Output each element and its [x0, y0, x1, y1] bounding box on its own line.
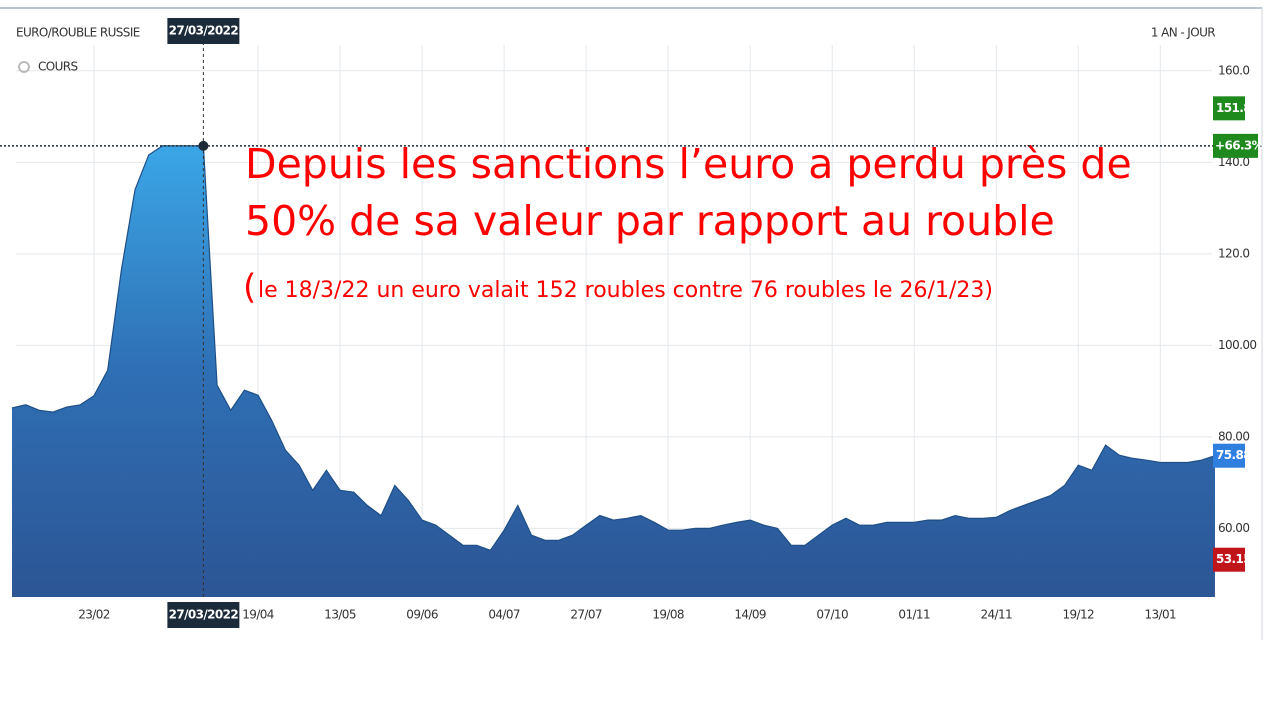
legend-icon	[18, 61, 30, 73]
chart-title: EURO/ROUBLE RUSSIE	[16, 26, 140, 40]
x-tick-label: 19/08	[652, 608, 684, 622]
x-tick-label: 07/10	[816, 608, 848, 622]
annotation-line: 50% de sa valeur par rapport au rouble	[245, 197, 1055, 245]
y-tick-label: 100.00	[1218, 338, 1256, 352]
x-tick-label: 19/12	[1062, 608, 1094, 622]
value-badge-label: 53.15	[1216, 552, 1251, 566]
y-tick-label: 120.0	[1218, 246, 1249, 260]
x-tick-label: 23/02	[78, 608, 110, 622]
value-badge	[1213, 547, 1245, 572]
crosshair-x-box	[167, 602, 240, 628]
annotation-paren: (	[243, 268, 256, 308]
y-tick-label: 160.0	[1218, 63, 1249, 77]
x-tick-label: 13/05	[324, 608, 356, 622]
x-tick-label: 01/11	[898, 608, 930, 622]
y-tick-label: 80.00	[1218, 429, 1249, 443]
value-badge	[1213, 443, 1245, 468]
value-badge	[1213, 96, 1245, 121]
crosshair-point	[198, 140, 209, 151]
x-tick-label: 13/01	[1144, 608, 1176, 622]
y-tick-label: 140.0	[1218, 155, 1249, 169]
x-tick-label: 04/07	[488, 608, 520, 622]
grid	[16, 45, 1212, 597]
x-tick-label: 19/04	[242, 608, 274, 622]
x-tick-label: 27/03/2022	[169, 608, 239, 622]
x-tick-label: 14/09	[734, 608, 766, 622]
legend-label: COURS	[38, 60, 78, 74]
line	[11, 145, 1216, 552]
y-tick-label: 60.00	[1218, 521, 1249, 535]
change-badge	[1213, 133, 1258, 158]
value-badge-label: 75.88	[1216, 448, 1251, 462]
x-tick-label: 09/06	[406, 608, 438, 622]
crosshair-date: 27/03/2022	[169, 24, 239, 38]
annotation-note: le 18/3/22 un euro valait 152 roubles co…	[258, 278, 993, 303]
x-tick-label: 24/11	[980, 608, 1012, 622]
annotation-line: Depuis les sanctions l’euro a perdu près…	[245, 140, 1132, 188]
period: 1 AN - JOUR	[1151, 26, 1215, 40]
area	[12, 145, 1215, 597]
crosshair-top-box	[167, 18, 240, 44]
plot	[11, 145, 1216, 597]
x-tick-label: 27/07	[570, 608, 602, 622]
change-label: +66.3%	[1215, 138, 1264, 152]
value-badge-label: 151.8	[1216, 101, 1251, 115]
